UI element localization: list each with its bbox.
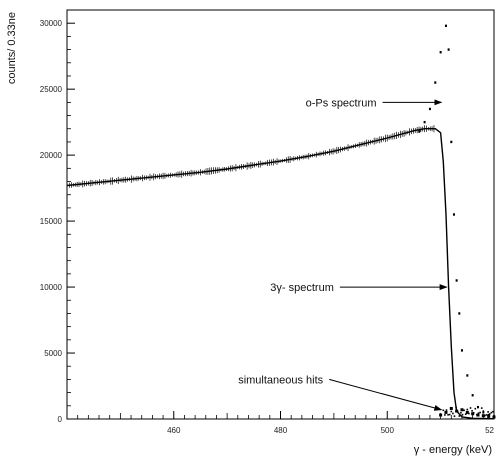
hits-data-point	[468, 412, 470, 415]
hits-data-point	[481, 414, 485, 418]
hits-data-point	[463, 409, 465, 412]
y-axis-ticks: 0 5000 10000 15000 20000 25000 30000	[40, 9, 75, 424]
y-tick-label: 0	[58, 415, 63, 424]
ops-data-point	[458, 312, 461, 315]
hits-data-point	[445, 409, 448, 411]
hits-data-point	[484, 414, 486, 417]
hits-data-point	[456, 410, 459, 413]
hits-data-point	[488, 413, 491, 415]
hits-data-point	[455, 406, 457, 409]
ops-data-point	[428, 107, 431, 111]
hits-data-point	[444, 410, 448, 414]
ops-data-point	[418, 130, 421, 133]
x-tick-label: 52	[485, 426, 494, 435]
hits-data-point	[487, 414, 491, 418]
hits-data-point	[442, 409, 445, 412]
hits-data-point	[471, 410, 473, 412]
hits-data-point	[492, 415, 496, 419]
hits-data-point	[453, 415, 456, 417]
y-axis-label: counts/ 0.33ne	[6, 12, 18, 84]
y-tick-label: 25000	[40, 85, 63, 94]
annotation-arrow	[329, 378, 443, 411]
ops-data-point	[455, 279, 458, 282]
hits-data-point	[460, 408, 464, 412]
ops-data-point	[482, 411, 485, 414]
ops-data-point	[450, 140, 453, 144]
hits-data-point	[490, 411, 493, 414]
x-axis-ticks: 460 480 500 52	[77, 411, 495, 435]
ops-data-point	[476, 405, 479, 409]
y-tick-label: 20000	[40, 151, 63, 160]
hits-data-point	[465, 410, 469, 414]
ops-data-point	[439, 51, 442, 54]
hits-data-point	[444, 414, 446, 416]
annotation-label: o-Ps spectrum	[306, 97, 377, 109]
ops-data-point	[423, 120, 426, 124]
hits-data-point	[476, 413, 480, 417]
x-tick-label: 460	[167, 426, 181, 435]
plot-frame	[66, 9, 495, 420]
hits-data-point	[466, 408, 469, 411]
y-tick-label: 5000	[44, 349, 62, 358]
annotation-label: simultaneous hits	[238, 374, 323, 386]
series-points-ops	[418, 24, 495, 418]
hits-data-point	[461, 413, 464, 416]
line-noise-marks	[69, 125, 435, 188]
x-axis-label: γ - energy (keV)	[414, 444, 492, 456]
hits-data-point	[476, 413, 478, 416]
hits-data-point	[469, 407, 472, 409]
annotations: o-Ps spectrum 3γ- spectrum simultaneous hi…	[238, 97, 448, 411]
hits-data-point	[447, 414, 449, 416]
series-points-hits	[439, 406, 496, 419]
y-tick-label: 15000	[40, 217, 63, 226]
hits-data-point	[480, 407, 483, 409]
hits-data-point	[482, 410, 485, 412]
hits-data-point	[450, 410, 453, 413]
hits-data-point	[458, 415, 461, 417]
ops-data-point	[447, 48, 450, 51]
hits-data-point	[449, 406, 453, 410]
hits-data-point	[492, 410, 494, 413]
annotation-label: 3γ- spectrum	[270, 282, 334, 294]
ops-data-point	[460, 349, 463, 352]
ops-data-point	[466, 374, 469, 377]
hits-data-point	[477, 412, 480, 414]
hits-data-point	[471, 412, 475, 416]
y-tick-label: 30000	[40, 19, 63, 28]
hits-data-point	[487, 411, 489, 413]
hits-data-point	[472, 411, 475, 414]
hits-data-point	[455, 409, 459, 413]
hits-data-point	[452, 412, 454, 415]
ops-data-point	[434, 81, 437, 84]
hits-data-point	[479, 411, 481, 414]
ops-data-point	[444, 24, 447, 28]
y-tick-label: 10000	[40, 283, 63, 292]
hits-data-point	[448, 413, 451, 416]
hits-data-point	[485, 414, 488, 416]
hits-data-point	[460, 411, 462, 414]
hits-data-point	[464, 413, 467, 416]
x-tick-label: 500	[381, 426, 395, 435]
hits-data-point	[474, 407, 477, 410]
hits-data-point	[439, 413, 443, 417]
x-tick-label: 480	[274, 426, 288, 435]
ops-data-point	[471, 394, 474, 397]
ops-data-point	[452, 213, 455, 216]
